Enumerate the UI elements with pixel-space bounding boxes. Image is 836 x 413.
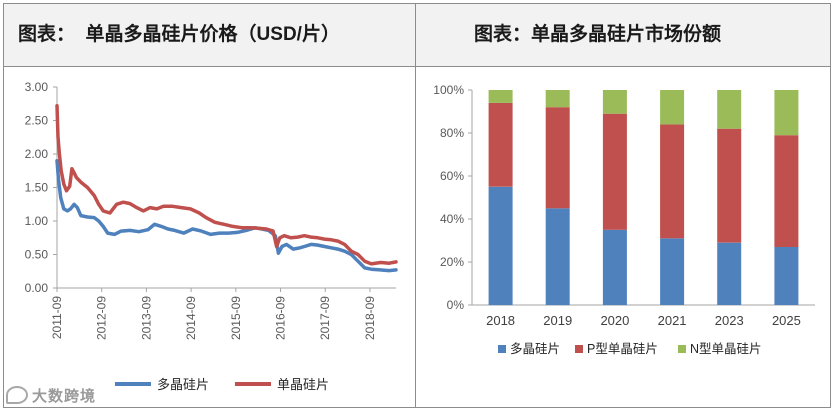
right-legend-label-1: 多晶硅片 [510,342,560,356]
panel-divider [415,4,416,407]
right-x-tick-label: 2018 [486,313,515,328]
left-y-tick-label: 0.50 [25,248,49,262]
left-legend-label-2: 单晶硅片 [277,377,329,392]
left-x-tick-label: 2018-09 [363,296,377,340]
right-x-tick-label: 2019 [543,313,572,328]
left-y-tick-label: 2.50 [25,114,49,128]
right-bar-segment-3 [602,90,627,114]
watermark-logo-icon [6,386,28,404]
right-legend-swatch-3 [678,345,686,353]
right-bar-segment-2 [660,124,685,239]
right-y-tick-label: 100% [433,83,464,97]
left-y-tick-label: 1.50 [25,181,49,195]
left-x-tick-label: 2012-09 [95,296,109,340]
right-bar-segment-3 [774,90,799,136]
left-y-tick-label: 2.00 [25,147,49,161]
left-chart-title: 图表： 单晶多晶硅片价格（USD/片） [18,24,340,45]
right-bar-segment-2 [774,135,799,247]
right-legend-label-3: N型单晶硅片 [690,342,762,356]
right-bar-segment-2 [717,128,742,243]
left-series-line-1 [55,158,398,273]
right-x-tick-label: 2020 [600,313,629,328]
watermark-text: 大数跨境 [32,388,97,405]
right-bar-segment-1 [660,238,685,305]
title-row [4,4,830,67]
right-y-tick-label: 40% [440,212,464,226]
right-bar-segment-2 [602,113,627,230]
right-y-tick-label: 0% [447,298,465,312]
watermark: 大数跨境 [6,385,96,406]
right-bar-segment-1 [717,242,742,305]
right-bar-segment-3 [717,90,742,129]
right-bar-segment-3 [545,90,570,108]
left-y-tick-label: 0.00 [25,281,49,295]
right-bar-segment-3 [660,90,685,125]
right-bar-segment-1 [545,208,570,306]
left-x-tick-label: 2014-09 [184,296,198,340]
left-x-tick-label: 2017-09 [318,296,332,340]
right-bar-segment-3 [488,90,513,103]
left-x-tick-label: 2013-09 [139,296,153,340]
right-y-tick-label: 60% [440,169,464,183]
right-bar-segment-1 [602,229,627,306]
right-legend-swatch-1 [498,345,506,353]
left-x-tick-label: 2011-09 [50,296,64,339]
right-y-tick-label: 80% [440,126,464,140]
figure-frame: 图表： 单晶多晶硅片价格（USD/片） 图表：单晶多晶硅片市场份额 [3,3,831,408]
right-y-tick-label: 20% [440,255,464,269]
right-chart-title: 图表：单晶多晶硅片市场份额 [474,24,722,45]
right-bar-segment-1 [774,246,799,305]
right-legend-label-2: P型单晶硅片 [587,342,658,356]
right-bar-segment-2 [545,107,570,209]
right-x-tick-label: 2023 [715,313,744,328]
right-legend-swatch-2 [575,345,583,353]
left-x-tick-label: 2015-09 [229,296,243,340]
left-series-line-2 [55,104,398,266]
left-x-tick-label: 2016-09 [274,296,288,340]
right-x-tick-label: 2025 [772,313,801,328]
right-x-tick-label: 2021 [658,313,687,328]
left-legend-label-1: 多晶硅片 [157,377,209,392]
left-y-tick-label: 3.00 [25,80,49,94]
left-y-tick-label: 1.00 [25,214,49,228]
right-bar-segment-1 [488,186,513,306]
right-bar-segment-2 [488,102,513,187]
